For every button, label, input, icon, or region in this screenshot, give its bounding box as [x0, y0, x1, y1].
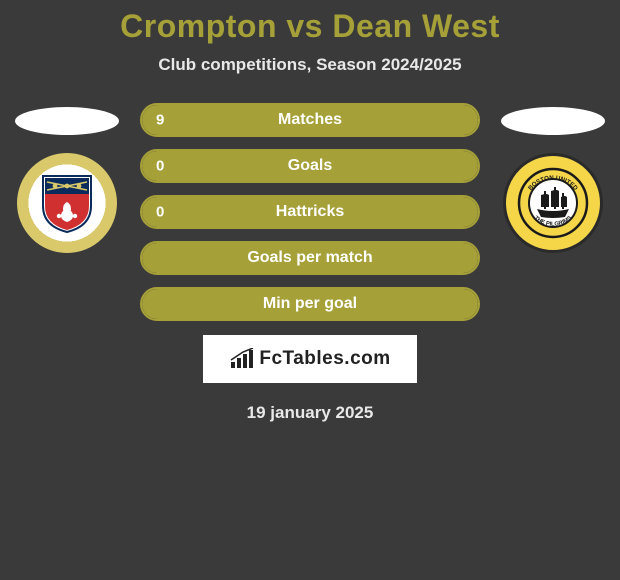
- date-line: 19 january 2025: [0, 403, 620, 423]
- stats-column: 9 Matches 0 Goals 0 Hattricks Goals per …: [140, 103, 480, 321]
- left-club-column: [12, 103, 122, 253]
- stat-row-hattricks: 0 Hattricks: [140, 195, 480, 229]
- stat-row-goals: 0 Goals: [140, 149, 480, 183]
- brand-text: FcTables.com: [259, 348, 390, 370]
- page-subtitle: Club competitions, Season 2024/2025: [0, 55, 620, 75]
- stat-row-matches: 9 Matches: [140, 103, 480, 137]
- right-player-ellipse: [501, 107, 605, 135]
- stat-label: Goals per match: [247, 249, 372, 267]
- left-player-ellipse: [15, 107, 119, 135]
- stat-value: 0: [156, 158, 164, 175]
- boston-ship-icon: BOSTON UNITED THE PILGRIMS: [517, 167, 589, 239]
- brand-chart-icon: [229, 348, 257, 370]
- stat-row-goals-per-match: Goals per match: [140, 241, 480, 275]
- boston-united-badge: BOSTON UNITED THE PILGRIMS: [503, 153, 603, 253]
- stat-row-min-per-goal: Min per goal: [140, 287, 480, 321]
- stat-value: 0: [156, 204, 164, 221]
- h2h-card: Crompton vs Dean West Club competitions,…: [0, 0, 620, 423]
- stat-label: Matches: [278, 111, 342, 129]
- page-title: Crompton vs Dean West: [0, 8, 620, 45]
- tamworth-shield-icon: [39, 172, 95, 234]
- stat-label: Min per goal: [263, 295, 357, 313]
- right-club-column: BOSTON UNITED THE PILGRIMS: [498, 103, 608, 253]
- stat-value: 9: [156, 112, 164, 129]
- main-row: 9 Matches 0 Goals 0 Hattricks Goals per …: [0, 103, 620, 321]
- stat-label: Goals: [288, 157, 332, 175]
- brand-box[interactable]: FcTables.com: [203, 335, 417, 383]
- stat-label: Hattricks: [276, 203, 344, 221]
- tamworth-badge: [17, 153, 117, 253]
